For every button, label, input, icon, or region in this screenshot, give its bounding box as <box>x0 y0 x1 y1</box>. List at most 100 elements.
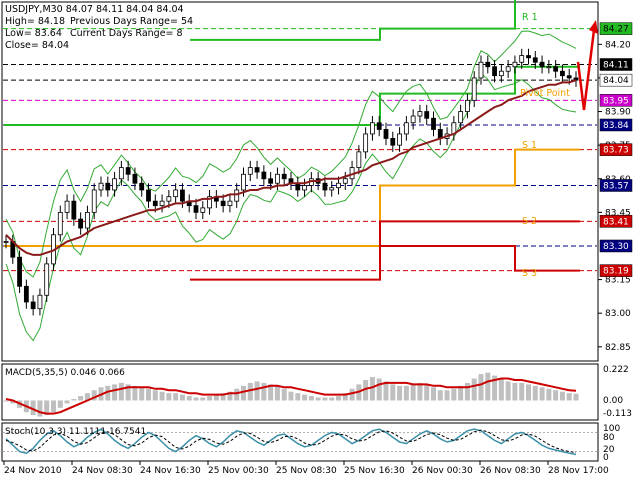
macd-bar-29 <box>200 397 206 401</box>
macd-bar-50 <box>342 393 348 401</box>
candle-body-29 <box>200 207 206 213</box>
candle-body-59 <box>403 122 409 135</box>
macd-bar-35 <box>241 385 246 401</box>
candle-body-14 <box>98 182 104 191</box>
macd-bar-78 <box>532 385 538 401</box>
r1b-steps <box>4 65 580 126</box>
macd-bar-79 <box>539 387 545 401</box>
candle-body-73 <box>498 70 504 77</box>
candle-body-54 <box>370 122 375 135</box>
macd-bar-81 <box>553 390 559 401</box>
macd-bar-61 <box>417 382 423 401</box>
macd-tick-top: 0.222 <box>603 365 629 375</box>
macd-bar-39 <box>268 384 274 401</box>
macd-bar-84 <box>573 393 579 401</box>
macd-bar-47 <box>322 397 328 401</box>
macd-bar-23 <box>159 391 165 401</box>
candle-body-63 <box>431 117 436 130</box>
candle-body-34 <box>234 189 240 202</box>
candle-body-71 <box>485 61 491 68</box>
moving-average <box>5 79 577 256</box>
price-panel <box>1 1 599 362</box>
candle-body-5 <box>37 294 43 310</box>
macd-bar-75 <box>512 382 518 401</box>
macd-bar-27 <box>186 396 192 401</box>
macd-bar-7 <box>51 400 56 413</box>
candle-body-6 <box>44 263 50 296</box>
macd-bar-59 <box>403 385 409 401</box>
label-pivot: Pivot Point <box>520 88 570 99</box>
macd-bar-82 <box>559 391 565 401</box>
level-tag-text-8: 83.30 <box>603 242 629 252</box>
candle-body-75 <box>512 61 518 68</box>
macd-bar-21 <box>146 388 151 401</box>
macd-bar-68 <box>464 382 470 401</box>
macd-bar-56 <box>383 381 389 401</box>
macd-bar-34 <box>234 388 240 401</box>
header-low: Low= 83.64 <box>5 28 62 39</box>
macd-bar-5 <box>37 400 43 417</box>
macd-signal-line <box>5 377 577 415</box>
macd-bar-18 <box>125 384 131 401</box>
r1-steps <box>190 0 516 41</box>
candle-body-52 <box>356 151 362 168</box>
macd-bar-13 <box>91 390 97 401</box>
stoch-panel <box>1 422 599 462</box>
projection-path <box>576 29 596 111</box>
price-tick-label-7: 83.00 <box>605 309 631 319</box>
level-tag-text-3: 83.95 <box>603 96 629 106</box>
header-prev-range: Previous Days Range= 54 <box>70 16 193 27</box>
candle-body-40 <box>275 173 280 184</box>
macd-bar-73 <box>498 378 504 401</box>
macd-bar-32 <box>220 393 226 401</box>
macd-bar-8 <box>57 400 63 408</box>
macd-bar-63 <box>431 387 436 401</box>
macd-bar-19 <box>132 385 138 401</box>
candle-body-22 <box>152 200 158 207</box>
candle-body-61 <box>417 111 423 117</box>
candle-body-39 <box>268 178 274 184</box>
header-close: Close= 84.04 <box>5 40 69 51</box>
macd-bar-44 <box>302 394 308 401</box>
macd-bar-71 <box>485 372 491 401</box>
header-high: High= 84.18 <box>5 16 65 27</box>
s2-steps <box>380 244 580 272</box>
projection-head <box>589 20 598 34</box>
macd-bar-74 <box>505 381 511 401</box>
candle-body-60 <box>410 115 416 124</box>
macd-bar-77 <box>526 384 531 401</box>
candle-body-56 <box>383 129 389 139</box>
macd-bar-43 <box>295 393 301 401</box>
macd-bar-67 <box>458 385 464 401</box>
macd-bar-9 <box>64 400 70 404</box>
macd-bar-83 <box>566 393 572 401</box>
candle-body-53 <box>363 133 369 153</box>
candle-body-38 <box>261 171 267 180</box>
macd-bar-49 <box>336 396 341 401</box>
stoch-signal-line <box>5 429 577 454</box>
macd-tick-bottom: -0.113 <box>603 409 632 419</box>
candle-body-26 <box>180 189 185 202</box>
macd-bar-26 <box>179 394 185 401</box>
level-tag-text-5: 83.73 <box>603 146 629 156</box>
macd-bar-22 <box>152 390 158 401</box>
macd-bar-28 <box>193 397 199 401</box>
candle-body-15 <box>105 182 111 191</box>
candle-body-74 <box>505 66 511 72</box>
stoch-tick-0: 0 <box>603 453 609 463</box>
candle-body-10 <box>71 200 77 220</box>
stoch-series <box>3 428 597 456</box>
macd-bar-4 <box>30 400 36 416</box>
time-label-3: 25 Nov 00:30 <box>208 466 269 476</box>
level-tag-text-7: 83.41 <box>603 217 629 227</box>
band-lower <box>5 72 577 342</box>
macd-bar-45 <box>308 396 314 401</box>
macd-bar-51 <box>349 388 355 401</box>
candle-body-24 <box>166 196 172 202</box>
macd-label: MACD(5,35,5) 0.046 0.066 <box>5 368 125 378</box>
time-label-2: 24 Nov 16:30 <box>140 466 201 476</box>
level-tag-text-2: 84.04 <box>603 76 629 86</box>
candle-body-13 <box>91 189 97 213</box>
pivot-steps-line <box>4 148 580 247</box>
